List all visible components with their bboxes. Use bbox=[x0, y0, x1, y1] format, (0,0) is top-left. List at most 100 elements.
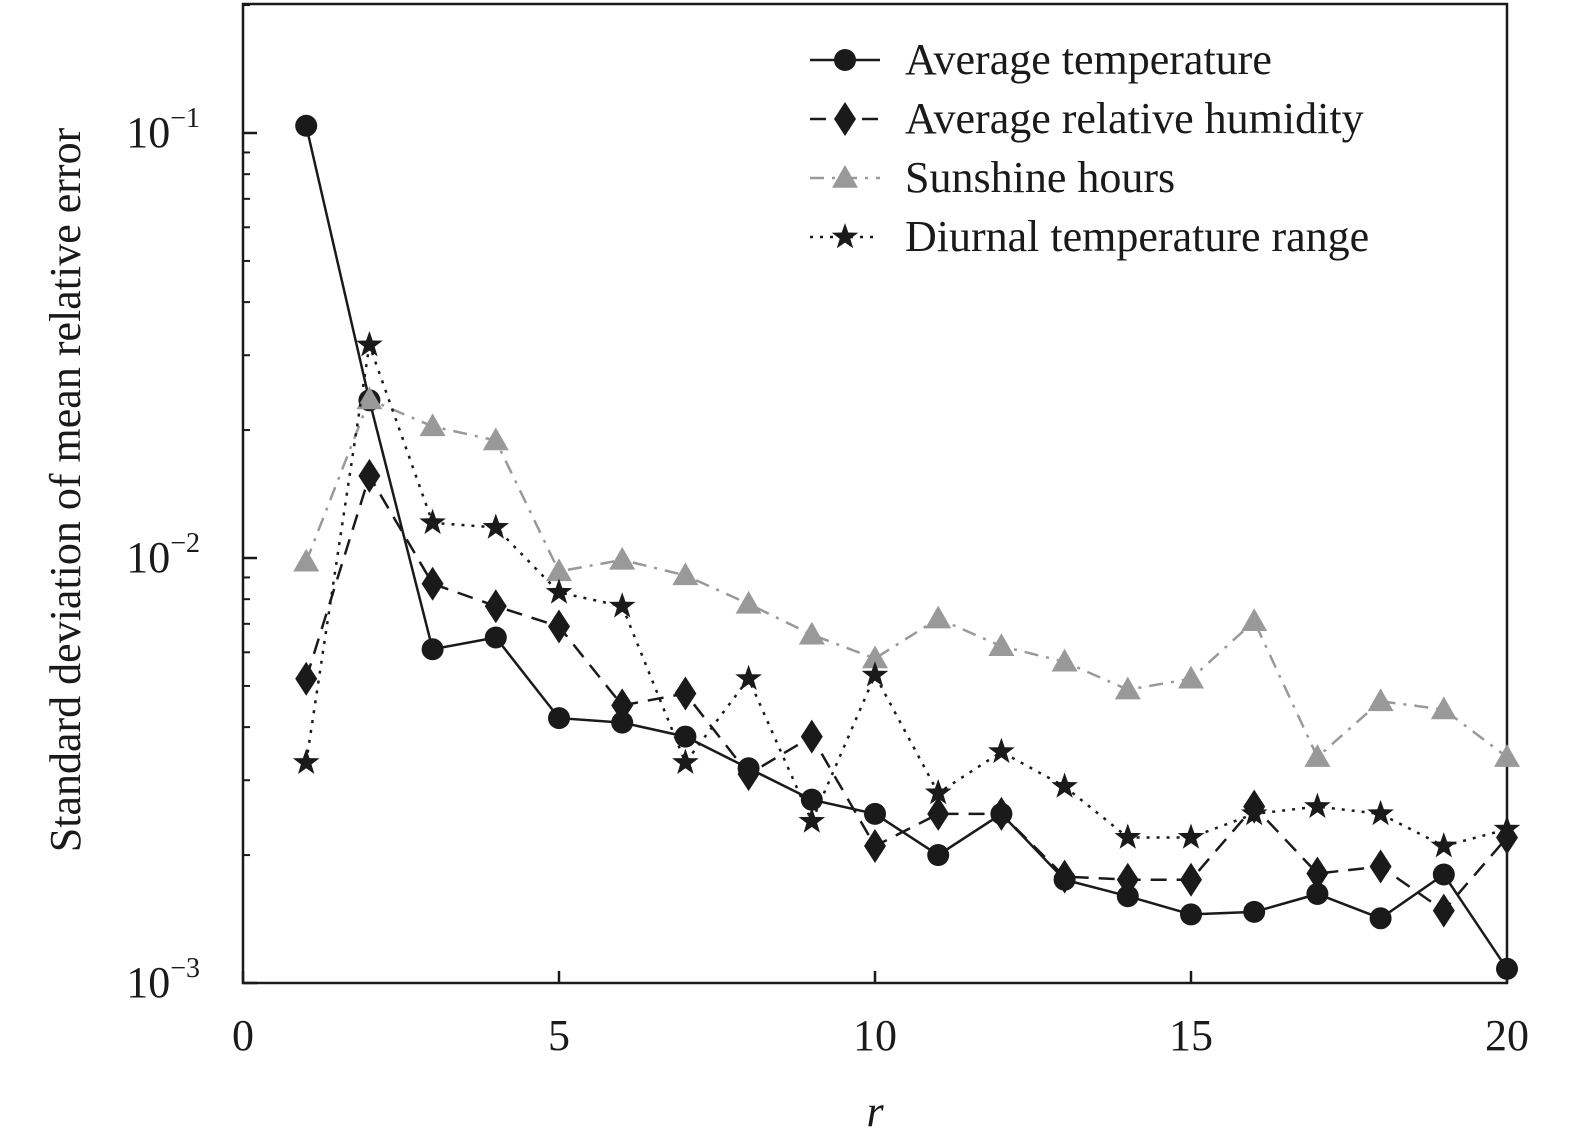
data-point-star bbox=[924, 779, 952, 805]
data-point-circle bbox=[1432, 863, 1455, 886]
legend-label: Average relative humidity bbox=[905, 94, 1364, 143]
data-point-triangle bbox=[925, 605, 952, 629]
data-point-circle bbox=[611, 711, 634, 734]
x-tick-label: 20 bbox=[1485, 1011, 1529, 1060]
data-point-star bbox=[1177, 823, 1205, 849]
data-point-star bbox=[1493, 815, 1521, 841]
data-point-triangle bbox=[356, 386, 383, 410]
x-tick-label: 10 bbox=[853, 1011, 897, 1060]
data-point-star bbox=[672, 748, 699, 774]
data-point-diamond bbox=[737, 757, 760, 792]
legend-label: Average temperature bbox=[905, 35, 1272, 84]
data-point-star bbox=[292, 748, 320, 774]
legend-marker-star bbox=[831, 223, 859, 249]
data-point-diamond bbox=[1180, 862, 1202, 897]
y-tick-label: 10−3 bbox=[126, 953, 200, 1007]
data-point-circle bbox=[1496, 957, 1518, 980]
axis-ticks: 0 5 10 15 20 10−1 10−2 10−3 bbox=[126, 4, 1529, 1060]
data-point-diamond bbox=[990, 796, 1013, 831]
data-point-triangle bbox=[419, 413, 446, 437]
data-point-star bbox=[608, 592, 636, 618]
data-point-star bbox=[1114, 823, 1142, 849]
data-point-triangle bbox=[798, 621, 825, 645]
data-point-diamond bbox=[1116, 862, 1139, 897]
x-tick-label: 15 bbox=[1169, 1011, 1213, 1060]
data-point-triangle bbox=[546, 558, 572, 582]
y-tick-label: 10−2 bbox=[126, 528, 200, 582]
data-point-circle bbox=[421, 638, 444, 661]
data-point-circle bbox=[864, 802, 886, 825]
data-point-diamond bbox=[800, 719, 823, 754]
data-point-triangle bbox=[1178, 665, 1204, 689]
data-point-triangle bbox=[1430, 696, 1457, 720]
data-point-diamond bbox=[611, 688, 634, 723]
legend-entry: Average temperature bbox=[810, 35, 1272, 84]
series-diurnal-temperature-range bbox=[292, 331, 1521, 858]
data-point-diamond bbox=[927, 796, 950, 831]
legend-marker-circle bbox=[834, 49, 856, 71]
data-point-star bbox=[1430, 832, 1458, 858]
data-point-diamond bbox=[1053, 859, 1076, 894]
data-point-circle bbox=[800, 788, 823, 811]
data-point-diamond bbox=[358, 458, 381, 493]
x-tick-label: 0 bbox=[232, 1011, 254, 1060]
data-point-diamond bbox=[548, 609, 570, 644]
legend-label: Sunshine hours bbox=[905, 153, 1175, 202]
data-point-circle bbox=[1369, 907, 1392, 930]
data-point-diamond bbox=[421, 566, 444, 601]
data-point-triangle bbox=[672, 562, 699, 586]
data-point-circle bbox=[484, 626, 507, 649]
data-point-star bbox=[1051, 772, 1078, 798]
data-point-circle bbox=[1180, 903, 1202, 926]
data-point-triangle bbox=[735, 590, 762, 614]
data-point-diamond bbox=[1432, 893, 1455, 928]
y-axis-label: Standard deviation of mean relative erro… bbox=[41, 127, 90, 852]
x-axis-label: r bbox=[866, 1087, 884, 1136]
data-point-circle bbox=[1243, 900, 1266, 923]
data-point-diamond bbox=[484, 589, 507, 624]
data-point-triangle bbox=[1304, 744, 1331, 767]
data-point-star bbox=[1240, 799, 1268, 826]
data-point-star bbox=[1367, 799, 1394, 826]
legend-entry: Average relative humidity bbox=[810, 94, 1364, 143]
data-point-diamond bbox=[295, 661, 318, 696]
data-point-diamond bbox=[864, 829, 886, 864]
data-point-circle bbox=[295, 114, 318, 137]
data-point-star bbox=[1304, 792, 1331, 818]
data-point-star bbox=[356, 331, 383, 357]
data-point-star bbox=[419, 508, 446, 535]
data-point-star bbox=[545, 578, 573, 604]
data-point-triangle bbox=[862, 645, 888, 669]
series-line bbox=[304, 344, 1508, 848]
series-line bbox=[305, 472, 1508, 913]
data-point-circle bbox=[1306, 882, 1329, 905]
series-line bbox=[305, 397, 1508, 760]
data-point-star bbox=[798, 807, 826, 833]
legend-marker-triangle bbox=[832, 165, 858, 188]
data-point-triangle bbox=[1241, 608, 1268, 631]
legend: Average temperature Average relative humi… bbox=[810, 35, 1369, 261]
data-point-star bbox=[735, 664, 762, 690]
data-point-triangle bbox=[293, 548, 320, 572]
data-point-star bbox=[988, 737, 1015, 764]
data-point-circle bbox=[927, 844, 950, 867]
data-point-triangle bbox=[1114, 676, 1141, 700]
data-point-star bbox=[482, 513, 510, 539]
data-point-triangle bbox=[482, 427, 509, 451]
legend-marker-diamond bbox=[834, 102, 856, 136]
legend-entry: Diurnal temperature range bbox=[810, 212, 1369, 261]
data-point-triangle bbox=[609, 546, 636, 570]
data-point-star bbox=[861, 661, 889, 687]
x-tick-label: 5 bbox=[548, 1011, 570, 1060]
data-point-triangle bbox=[1367, 688, 1394, 712]
series-average-temperature bbox=[295, 114, 1518, 980]
legend-label: Diurnal temperature range bbox=[905, 212, 1369, 261]
y-tick-label: 10−1 bbox=[126, 103, 200, 157]
data-point-diamond bbox=[1306, 856, 1329, 891]
data-point-circle bbox=[548, 707, 570, 730]
legend-entry: Sunshine hours bbox=[810, 153, 1175, 202]
data-point-triangle bbox=[1494, 744, 1520, 767]
data-point-diamond bbox=[1369, 849, 1392, 884]
data-point-circle bbox=[674, 725, 697, 748]
